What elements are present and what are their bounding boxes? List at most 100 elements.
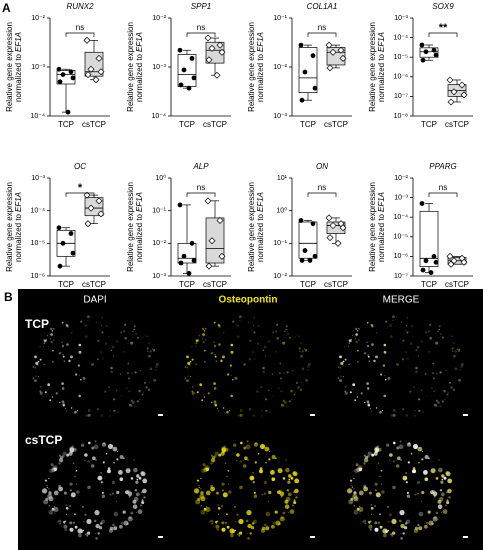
tissue-speckle	[275, 350, 278, 353]
tissue-speckle	[386, 505, 389, 508]
tissue-speckle	[130, 341, 134, 345]
tissue-speckle	[449, 334, 451, 336]
tissue-speckle	[184, 377, 187, 380]
tissue-speckle	[284, 337, 286, 339]
tissue-speckle	[425, 521, 429, 525]
tissue-speckle	[402, 532, 405, 535]
y-tick-label: 10⁻⁷	[394, 273, 408, 280]
tissue-speckle	[288, 400, 291, 403]
scale-bar	[310, 536, 315, 538]
tissue-speckle	[189, 360, 192, 363]
tissue-speckle	[241, 409, 243, 411]
tissue-speckle	[109, 493, 112, 496]
tissue-speckle	[414, 410, 416, 412]
data-point	[326, 234, 334, 242]
data-point	[312, 85, 318, 91]
tissue-speckle	[124, 337, 127, 340]
tissue-speckle	[282, 405, 285, 408]
tissue-speckle	[39, 346, 41, 348]
tissue-speckle	[239, 460, 242, 463]
tissue-speckle	[191, 385, 194, 388]
tissue-speckle	[64, 528, 67, 531]
x-tick-label: csTCP	[203, 280, 227, 289]
tissue-speckle	[120, 521, 124, 525]
tissue-speckle	[270, 470, 275, 475]
tissue-speckle	[351, 486, 353, 488]
tissue-speckle	[288, 511, 290, 513]
tissue-speckle	[389, 459, 391, 462]
data-point	[339, 54, 347, 62]
significance-label: ns	[197, 183, 205, 192]
tissue-speckle	[80, 327, 82, 329]
tissue-speckle	[107, 467, 111, 470]
tissue-speckle	[218, 343, 221, 346]
tissue-speckle	[438, 325, 441, 328]
tissue-speckle	[344, 385, 347, 388]
tissue-speckle	[39, 391, 43, 395]
tissue-speckle	[297, 386, 300, 389]
tissue-speckle	[410, 342, 413, 345]
data-point	[177, 47, 183, 53]
data-point	[450, 88, 458, 96]
tissue-speckle	[265, 398, 268, 401]
tissue-speckle	[60, 352, 62, 354]
tissue-speckle	[400, 321, 402, 323]
tissue-speckle	[243, 446, 247, 450]
tissue-speckle	[61, 321, 64, 324]
tissue-speckle	[132, 504, 138, 510]
tissue-speckle	[83, 521, 85, 523]
tissue-speckle	[307, 365, 310, 369]
tissue-speckle	[267, 500, 269, 502]
tissue-speckle	[123, 457, 125, 460]
tissue-speckle	[371, 453, 375, 457]
tissue-speckle	[442, 509, 448, 514]
tissue-speckle	[301, 367, 305, 371]
tissue-speckle	[139, 369, 142, 372]
tissue-speckle	[438, 467, 443, 473]
tissue-speckle	[390, 533, 392, 535]
data-point	[419, 201, 425, 206]
tissue-speckle	[74, 410, 77, 414]
tissue-speckle	[205, 328, 207, 330]
tissue-speckle	[268, 389, 270, 391]
tissue-speckle	[206, 512, 208, 514]
tissue-speckle	[147, 388, 151, 391]
tissue-speckle	[202, 333, 205, 336]
tissue-speckle	[387, 529, 389, 532]
tissue-speckle	[110, 366, 113, 370]
tissue-speckle	[370, 507, 374, 510]
tissue-speckle	[213, 455, 217, 458]
tissue-speckle	[109, 526, 114, 531]
tissue-speckle	[262, 349, 265, 352]
tissue-speckle	[77, 364, 81, 367]
tissue-speckle	[299, 388, 303, 391]
tissue-speckle	[358, 490, 364, 496]
y-axis-label-part: EF1A	[14, 192, 23, 212]
tissue-speckle	[187, 375, 189, 377]
chart-title: ALP	[192, 162, 209, 171]
data-point	[433, 52, 439, 58]
tissue-speckle	[252, 522, 255, 525]
tissue-speckle	[274, 510, 278, 514]
data-point	[334, 239, 342, 247]
tissue-speckle	[134, 371, 137, 374]
tissue-speckle	[268, 458, 271, 461]
tissue-speckle	[405, 324, 408, 327]
tissue-speckle	[349, 479, 352, 482]
tissue-speckle	[391, 518, 397, 525]
data-point	[339, 224, 347, 232]
chart-title: SPP1	[191, 2, 211, 11]
tissue-speckle	[252, 481, 255, 484]
tissue-speckle	[224, 521, 228, 524]
tissue-speckle	[369, 528, 372, 531]
tissue-speckle	[363, 462, 366, 465]
tissue-speckle	[269, 411, 272, 414]
scale-bar	[310, 414, 315, 416]
tissue-speckle	[251, 526, 255, 530]
tissue-speckle	[278, 460, 280, 462]
x-tick-label: TCP	[421, 280, 437, 289]
tissue-speckle	[107, 336, 109, 338]
tissue-speckle	[145, 386, 148, 389]
data-point	[216, 41, 224, 49]
significance-bracket	[428, 32, 458, 37]
